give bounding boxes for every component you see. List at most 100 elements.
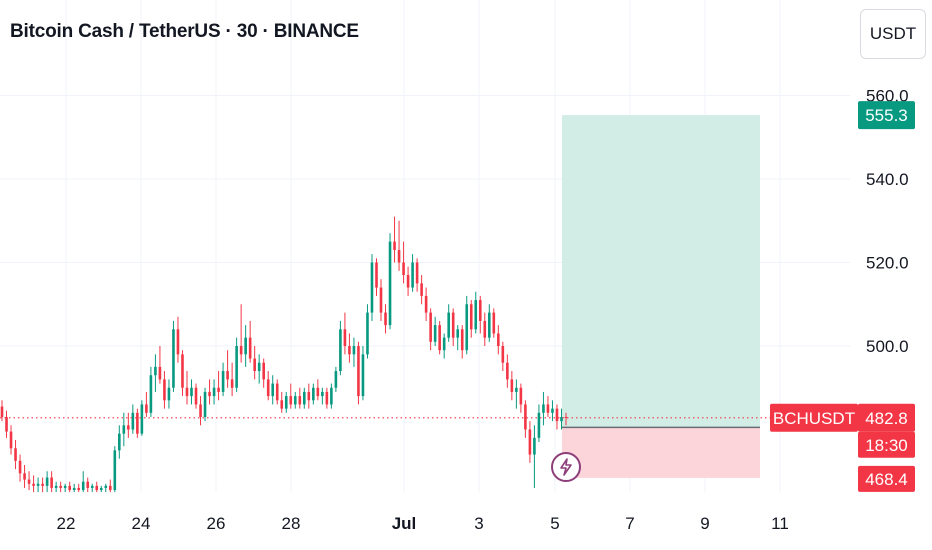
candle-body bbox=[483, 320, 487, 338]
candle-body bbox=[474, 300, 478, 330]
candle-body bbox=[519, 387, 523, 405]
stop-price-badge-text: 468.4 bbox=[865, 470, 908, 489]
candle-body bbox=[424, 295, 428, 313]
candle bbox=[104, 483, 108, 493]
candle bbox=[181, 350, 184, 397]
candle bbox=[50, 471, 53, 493]
candle bbox=[348, 333, 351, 363]
candle-body bbox=[528, 429, 532, 455]
candle-body bbox=[199, 404, 202, 417]
price-axis-labels: 555.3 BCHUSDT 482.8 18:30 468.4 bbox=[770, 101, 915, 492]
candle bbox=[176, 316, 180, 363]
candle-body bbox=[533, 437, 536, 455]
candle-body bbox=[524, 404, 527, 430]
candle-body bbox=[438, 325, 441, 351]
candle bbox=[239, 304, 243, 363]
candle-body bbox=[244, 337, 247, 355]
candle-body bbox=[321, 391, 324, 397]
candle bbox=[154, 354, 157, 392]
candle bbox=[145, 391, 148, 417]
candle-body bbox=[41, 483, 44, 486]
loss-zone bbox=[562, 427, 760, 478]
candle-body bbox=[492, 312, 496, 334]
candle bbox=[27, 471, 31, 491]
symbol-badge-text: BCHUSDT bbox=[773, 409, 855, 428]
candle bbox=[312, 383, 315, 405]
candle bbox=[185, 371, 189, 405]
candle-body bbox=[262, 362, 265, 380]
candle bbox=[108, 479, 112, 493]
candle bbox=[303, 387, 306, 409]
candle bbox=[510, 371, 514, 401]
candle bbox=[402, 241, 405, 284]
candle-body bbox=[203, 391, 207, 417]
candle-body bbox=[357, 346, 360, 397]
candle bbox=[483, 312, 487, 346]
candle bbox=[388, 233, 392, 330]
candle-body bbox=[14, 448, 17, 461]
candle bbox=[122, 412, 126, 447]
candle-body bbox=[560, 416, 563, 422]
candle-body bbox=[95, 485, 99, 491]
candle-body bbox=[113, 450, 117, 491]
candle-body bbox=[370, 262, 374, 313]
candle bbox=[72, 483, 76, 493]
candle bbox=[41, 477, 44, 493]
candle bbox=[433, 316, 437, 346]
candle-body bbox=[451, 312, 455, 338]
candle bbox=[384, 304, 387, 334]
flash-icon[interactable] bbox=[551, 452, 581, 482]
candle-body bbox=[298, 396, 302, 405]
candle-body bbox=[289, 396, 293, 405]
candle-body bbox=[456, 329, 460, 338]
candle bbox=[465, 295, 469, 355]
candle bbox=[442, 333, 446, 359]
candle bbox=[248, 320, 252, 363]
candle-body bbox=[253, 358, 256, 372]
candle bbox=[45, 471, 49, 493]
candle-body bbox=[564, 416, 568, 418]
candle bbox=[271, 375, 275, 405]
target-price-badge-bg bbox=[858, 101, 915, 130]
y-tick-label: 500.0 bbox=[866, 337, 909, 356]
candle-body bbox=[23, 473, 26, 480]
candle bbox=[149, 366, 153, 417]
candle-body bbox=[339, 329, 342, 372]
candle bbox=[379, 279, 383, 321]
candle bbox=[257, 354, 261, 384]
candle-body bbox=[127, 425, 130, 430]
candle bbox=[131, 404, 135, 434]
profit-zone bbox=[562, 115, 760, 428]
candle bbox=[59, 481, 62, 493]
candle bbox=[343, 312, 347, 355]
candle bbox=[330, 383, 333, 409]
candle bbox=[86, 477, 90, 493]
candle-body bbox=[293, 396, 297, 405]
candle-body bbox=[145, 404, 148, 413]
candle bbox=[0, 400, 4, 422]
candle bbox=[537, 404, 541, 443]
candle bbox=[95, 481, 99, 493]
candle-body bbox=[190, 387, 193, 397]
currency-button[interactable]: USDT bbox=[860, 9, 926, 59]
target-price-badge-text: 555.3 bbox=[865, 106, 908, 125]
candle-body bbox=[406, 275, 410, 288]
candle-body bbox=[442, 337, 446, 351]
candle-body bbox=[158, 366, 162, 380]
candle bbox=[555, 404, 559, 430]
chart-title: Bitcoin Cash / TetherUS · 30 · BINANCE bbox=[10, 21, 359, 42]
candle-body bbox=[140, 404, 144, 434]
candle bbox=[321, 387, 324, 405]
candle-body bbox=[9, 431, 13, 449]
candle bbox=[456, 325, 460, 351]
candle bbox=[519, 383, 523, 413]
candle bbox=[194, 383, 198, 409]
candle-body bbox=[334, 371, 338, 388]
candle-body bbox=[478, 300, 482, 321]
candle-body bbox=[226, 371, 229, 380]
candle bbox=[316, 379, 320, 401]
candle bbox=[497, 325, 500, 355]
candle bbox=[77, 483, 81, 493]
candle-body bbox=[185, 387, 189, 397]
